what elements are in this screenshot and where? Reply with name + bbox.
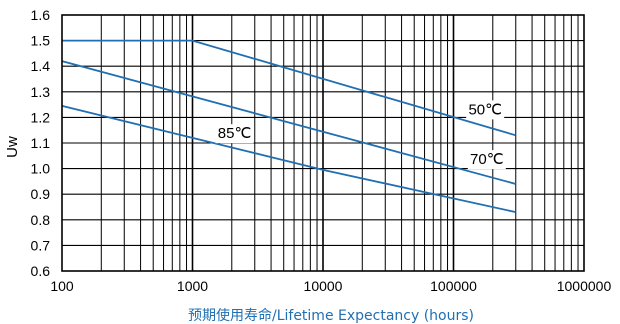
x-tick-label: 10000 [304,278,343,294]
series-label: 70℃ [470,151,504,168]
x-tick-labels: 100 1000 10000 100000 1000000 [50,278,611,294]
x-axis-label: 预期使用寿命/Lifetime Expectancy (hours) [188,307,474,324]
y-tick-label: 1.1 [31,135,51,151]
y-tick-label: 1.2 [31,109,51,125]
y-tick-label: 0.6 [31,263,51,279]
series-line [61,60,516,185]
y-tick-label: 1.0 [31,161,51,177]
y-tick-label: 0.7 [31,237,51,253]
plot-frame [61,14,585,272]
x-tick-label: 100 [50,278,74,294]
series-label-bg [215,124,254,144]
x-tick-label: 1000000 [557,278,612,294]
y-tick-label: 1.3 [31,84,51,100]
y-tick-label: 1.5 [31,33,51,49]
series-label: 85℃ [218,125,252,142]
series-labels: 50℃ 70℃ 85℃ [215,100,506,170]
y-tick-label: 1.4 [31,58,51,74]
x-tick-label: 1000 [177,278,208,294]
y-tick-label: 1.6 [31,7,51,23]
series-label-bg [467,150,506,170]
y-tick-label: 0.8 [31,212,51,228]
y-tick-label: 0.9 [31,186,51,202]
series-label-bg [466,100,505,120]
series-line [62,39,517,137]
series-lines [61,39,517,213]
x-tick-label: 100000 [430,278,477,294]
y-axis-label: Uw [4,136,21,158]
y-tick-labels: 0.6 0.7 0.8 0.9 1.0 1.1 1.2 1.3 1.4 1.5 1.6 [31,7,51,279]
series-label: 50℃ [468,101,502,118]
series-line [61,105,516,213]
